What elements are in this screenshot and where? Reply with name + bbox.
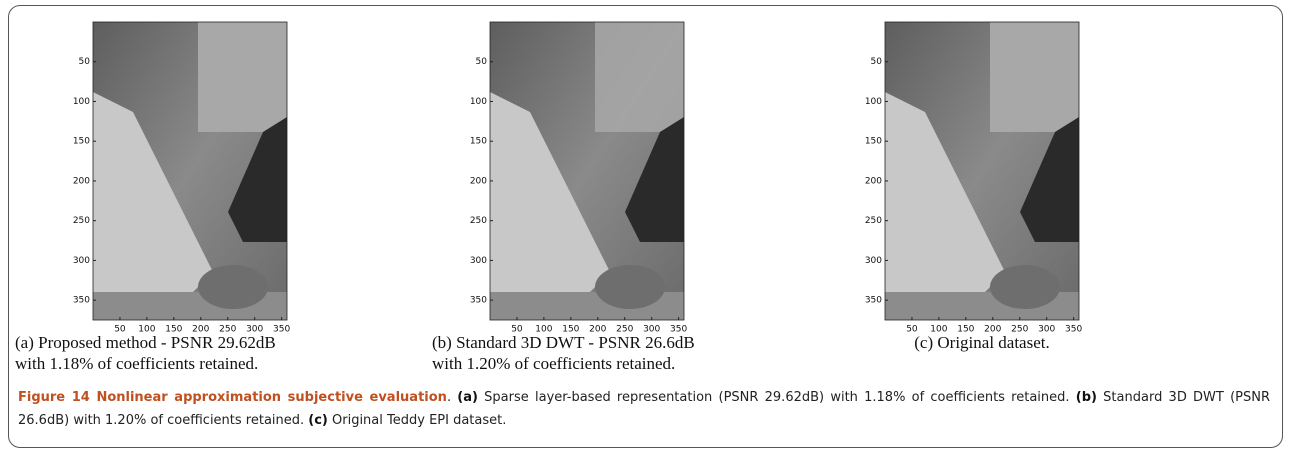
y-tick-label: 150 — [73, 137, 90, 147]
caption-bold: (c) — [308, 413, 328, 428]
y-tick-label: 50 — [871, 57, 883, 67]
page: 50 100 150 200 250 300 350 50 100 150 200 250 300 350… — [0, 0, 1290, 454]
image-region — [198, 22, 287, 132]
caption-text: Sparse layer-based representation (PSNR … — [478, 390, 1076, 405]
caption-text: . — [447, 390, 457, 405]
y-tick-label: 50 — [79, 57, 91, 67]
y-tick-label: 100 — [73, 97, 90, 107]
figure-caption: Figure 14 Nonlinear approximation subjec… — [18, 386, 1270, 432]
image-region — [595, 22, 684, 132]
x-tick-label: 350 — [1065, 325, 1082, 335]
caption-bold: (b) — [1076, 390, 1097, 405]
y-tick-label: 200 — [865, 176, 882, 186]
image-region — [990, 22, 1079, 132]
image-region — [990, 265, 1060, 309]
y-tick-label: 250 — [73, 216, 90, 226]
subfigure-caption: with 1.18% of coefficients retained. — [15, 354, 258, 373]
y-tick-label: 100 — [470, 97, 487, 107]
y-tick-label: 50 — [476, 57, 488, 67]
subfigure-caption: with 1.20% of coefficients retained. — [432, 354, 675, 373]
y-tick-label: 200 — [73, 176, 90, 186]
caption-text: Original Teddy EPI dataset. — [328, 413, 507, 428]
y-tick-label: 300 — [470, 256, 487, 266]
subfigure-caption: (c) Original dataset. — [914, 333, 1049, 352]
y-tick-label: 250 — [470, 216, 487, 226]
y-tick-label: 150 — [865, 137, 882, 147]
subfigure-caption: (b) Standard 3D DWT - PSNR 26.6dB — [432, 333, 695, 352]
y-tick-label: 250 — [865, 216, 882, 226]
caption-bold: Figure 14 Nonlinear approximation subjec… — [18, 390, 447, 405]
y-tick-label: 350 — [865, 296, 882, 306]
y-tick-label: 350 — [73, 296, 90, 306]
figure: 50 100 150 200 250 300 350 50 100 150 200 250 300 350… — [0, 0, 1290, 380]
caption-bold: (a) — [457, 390, 478, 405]
y-tick-label: 300 — [73, 256, 90, 266]
image-region — [595, 265, 665, 309]
subfigure-caption: (a) Proposed method - PSNR 29.62dB — [15, 333, 276, 352]
y-tick-label: 300 — [865, 256, 882, 266]
image-region — [198, 265, 268, 309]
y-tick-label: 100 — [865, 97, 882, 107]
y-tick-label: 150 — [470, 137, 487, 147]
y-tick-label: 350 — [470, 296, 487, 306]
y-tick-label: 200 — [470, 176, 487, 186]
